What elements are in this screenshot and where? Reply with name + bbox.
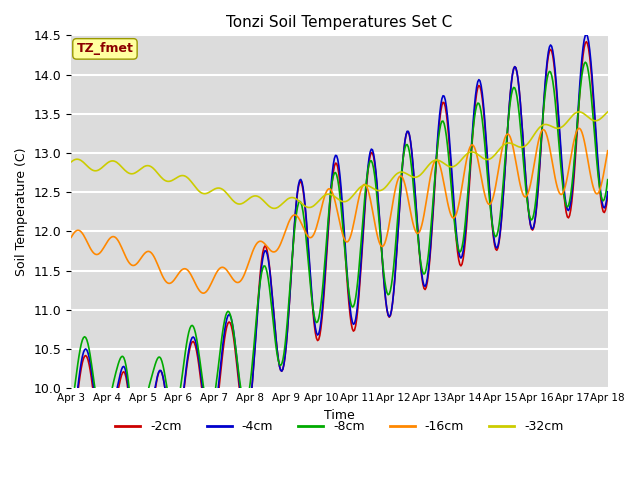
Legend: -2cm, -4cm, -8cm, -16cm, -32cm: -2cm, -4cm, -8cm, -16cm, -32cm: [110, 415, 568, 438]
Y-axis label: Soil Temperature (C): Soil Temperature (C): [15, 147, 28, 276]
Title: Tonzi Soil Temperatures Set C: Tonzi Soil Temperatures Set C: [227, 15, 452, 30]
X-axis label: Time: Time: [324, 408, 355, 421]
Text: TZ_fmet: TZ_fmet: [77, 42, 133, 55]
